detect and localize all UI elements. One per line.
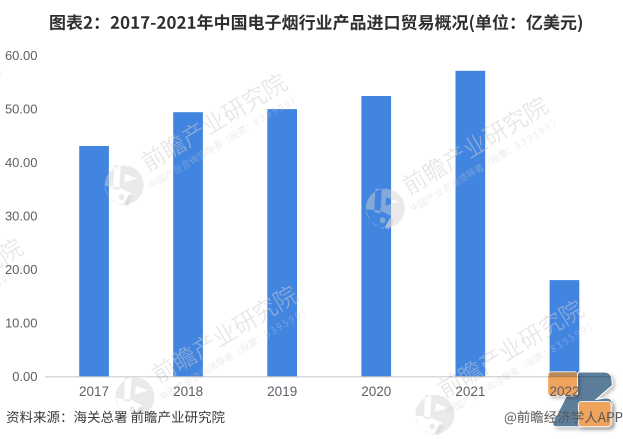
svg-text:20.00: 20.00 [5,262,38,277]
svg-text:10.00: 10.00 [5,316,38,331]
svg-text:60.00: 60.00 [5,48,38,63]
svg-text:2019: 2019 [267,384,297,399]
svg-text:2017: 2017 [79,384,109,399]
svg-text:40.00: 40.00 [5,155,38,170]
svg-text:50.00: 50.00 [5,101,38,116]
svg-text:30.00: 30.00 [5,208,38,223]
svg-text:2021: 2021 [455,384,485,399]
svg-text:2022: 2022 [549,384,579,399]
svg-text:2018: 2018 [173,384,203,399]
svg-text:0.00: 0.00 [12,369,37,384]
svg-text:2020: 2020 [361,384,391,399]
